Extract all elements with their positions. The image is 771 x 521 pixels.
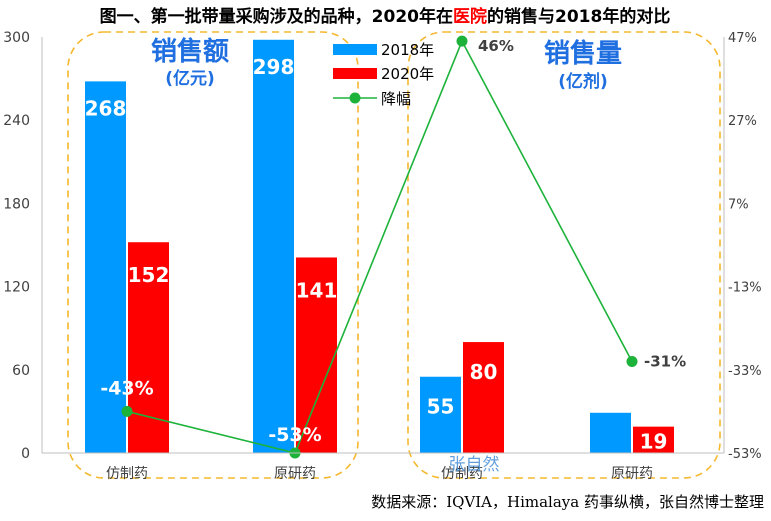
bar-2020-label: 141 [296,278,338,302]
decline-line [121,35,638,459]
group-boxes: 销售额(亿元) 销售量(亿剂) [67,31,721,479]
data-labels: 268 152 298 141 55 80 19 -43% -53% 46% -31% [85,37,687,453]
group-box [407,31,721,479]
bar-2020 [633,426,674,453]
chart-title-prefix: 图一、第一批带量采购涉及的品种，2020年在 [100,6,453,27]
group-heading: 销售额 [151,36,229,67]
bar-2020 [296,257,337,453]
decline-label: -31% [644,352,686,370]
right-tick-label: 7% [728,197,749,212]
decline-label: 46% [478,37,514,55]
watermark: 张自然 [449,455,500,475]
bar-2020-label: 152 [128,263,170,287]
right-axis: -53% -33% -13% 7% 27% 47% [723,31,762,462]
bar-2018 [420,376,461,453]
legend-marker-decline [349,92,361,104]
bar-2018-label: 298 [253,55,295,79]
bar-2018 [85,81,126,453]
right-tick-label: -13% [728,281,762,296]
source-note: 数据来源：IQVIA，Himalaya 药事纵横，张自然博士整理 [371,493,764,511]
bar-2020-label: 19 [640,430,668,454]
right-tick-label: -53% [728,447,762,462]
x-tick-label: 原研药 [611,466,653,482]
left-tick-label: 60 [12,363,30,379]
decline-point [121,405,133,417]
legend-label-2020: 2020年 [381,65,434,83]
bar-2020 [128,242,169,453]
decline-point [626,355,638,367]
right-tick-label: 47% [728,31,757,46]
x-tick-label: 仿制药 [106,466,148,482]
left-tick-label: 0 [21,446,30,462]
left-tick-label: 300 [3,30,30,46]
right-tick-label: -33% [728,364,762,379]
group-heading: 销售量 [544,38,622,69]
bar-2018 [253,39,294,453]
left-tick-label: 180 [3,196,30,212]
legend-label-2018: 2018年 [381,41,434,59]
legend-label-decline: 降幅 [381,90,411,108]
legend-swatch-2018 [333,44,377,55]
x-tick-label: 原研药 [274,466,316,482]
bar-2020 [463,342,504,453]
bar-2020-label: 80 [470,360,498,384]
x-axis: 仿制药 原研药 仿制药 原研药 [42,452,724,482]
decline-polyline [126,39,633,454]
chart-title-highlight: 医院 [453,6,487,27]
left-tick-label: 120 [3,280,30,296]
chart-title: 图一、第一批带量采购涉及的品种，2020年在医院的销售与2018年的对比 [100,6,671,27]
x-tick-label: 仿制药 [441,466,483,482]
bar-2018 [590,412,631,453]
right-tick-label: 27% [728,114,757,129]
group-unit: (亿元) [165,68,215,89]
left-axis: 0 60 120 180 240 300 [3,30,43,462]
decline-point [456,35,468,47]
group-unit: (亿剂) [558,71,608,92]
decline-label: -53% [268,424,321,446]
bars [85,39,674,453]
group-box [67,31,359,479]
bar-2018-label: 268 [85,96,127,120]
legend-swatch-2020 [333,68,377,79]
bar-2018-label: 55 [427,395,455,419]
chart-title-suffix: 的销售与2018年的对比 [487,6,670,27]
left-tick-label: 240 [3,113,30,129]
decline-label: -43% [100,377,153,399]
